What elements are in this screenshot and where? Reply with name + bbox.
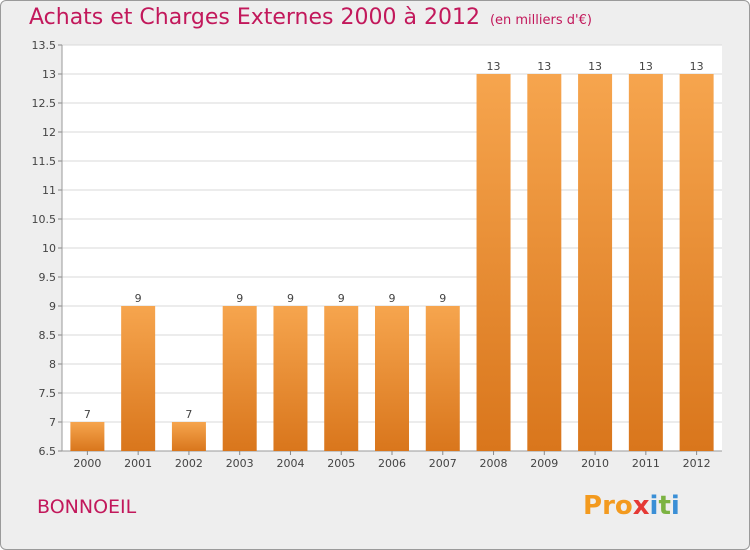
logo-letter: i bbox=[649, 491, 659, 521]
y-tick-label: 7.5 bbox=[39, 387, 57, 400]
y-tick-label: 13.5 bbox=[32, 39, 57, 52]
logo-letter: t bbox=[658, 491, 671, 521]
y-tick-label: 8 bbox=[49, 358, 56, 371]
place-name: BONNOEIL bbox=[37, 496, 137, 518]
x-tick-label: 2003 bbox=[226, 457, 254, 470]
bar-2000 bbox=[70, 422, 105, 451]
x-tick-label: 2007 bbox=[429, 457, 457, 470]
data-label-2005: 9 bbox=[338, 292, 345, 305]
chart-title: Achats et Charges Externes 2000 à 2012 (e… bbox=[29, 5, 592, 30]
data-label-2007: 9 bbox=[439, 292, 446, 305]
y-tick-label: 9.5 bbox=[39, 271, 57, 284]
data-label-2004: 9 bbox=[287, 292, 294, 305]
chart-subtitle: (en milliers d'€) bbox=[489, 13, 592, 28]
y-tick-label: 12 bbox=[42, 126, 56, 139]
bar-2002 bbox=[171, 422, 206, 451]
bar-2001 bbox=[121, 306, 156, 451]
x-tick-label: 2004 bbox=[276, 457, 304, 470]
x-tick-label: 2000 bbox=[73, 457, 101, 470]
logo-letter: x bbox=[632, 491, 650, 521]
logo-letter: P bbox=[583, 491, 603, 521]
data-label-2009: 13 bbox=[537, 60, 551, 73]
data-label-2010: 13 bbox=[588, 60, 602, 73]
y-tick-label: 10.5 bbox=[32, 213, 57, 226]
y-tick-label: 12.5 bbox=[32, 97, 57, 110]
x-tick-label: 2006 bbox=[378, 457, 406, 470]
logo-letter: i bbox=[670, 491, 680, 521]
logo-letter: o bbox=[614, 491, 633, 521]
data-label-2011: 13 bbox=[639, 60, 653, 73]
x-tick-label: 2009 bbox=[530, 457, 558, 470]
bar-2012 bbox=[679, 74, 714, 451]
logo-letter: r bbox=[602, 491, 615, 521]
proxiti-logo[interactable]: Proxiti bbox=[583, 491, 680, 521]
data-label-2001: 9 bbox=[135, 292, 142, 305]
bar-2007 bbox=[425, 306, 460, 451]
bar-2009 bbox=[527, 74, 562, 451]
x-tick-label: 2005 bbox=[327, 457, 355, 470]
x-tick-label: 2001 bbox=[124, 457, 152, 470]
bar-2003 bbox=[222, 306, 257, 451]
bar-2010 bbox=[578, 74, 613, 451]
y-tick-label: 10 bbox=[42, 242, 56, 255]
data-label-2006: 9 bbox=[389, 292, 396, 305]
bar-2005 bbox=[324, 306, 359, 451]
y-tick-label: 7 bbox=[49, 416, 56, 429]
y-tick-label: 11.5 bbox=[32, 155, 57, 168]
data-label-2000: 7 bbox=[84, 408, 91, 421]
data-label-2003: 9 bbox=[236, 292, 243, 305]
data-label-2012: 13 bbox=[690, 60, 704, 73]
y-tick-label: 11 bbox=[42, 184, 56, 197]
y-tick-label: 13 bbox=[42, 68, 56, 81]
bar-2006 bbox=[375, 306, 409, 451]
chart-title-text: Achats et Charges Externes 2000 à 2012 bbox=[29, 5, 480, 30]
y-tick-label: 9 bbox=[49, 300, 56, 313]
x-tick-label: 2010 bbox=[581, 457, 609, 470]
y-tick-label: 8.5 bbox=[39, 329, 57, 342]
data-label-2008: 13 bbox=[487, 60, 501, 73]
data-label-2002: 7 bbox=[185, 408, 192, 421]
bar-2008 bbox=[476, 74, 511, 451]
x-tick-label: 2012 bbox=[683, 457, 711, 470]
x-tick-label: 2011 bbox=[632, 457, 660, 470]
x-tick-label: 2008 bbox=[480, 457, 508, 470]
bar-2004 bbox=[273, 306, 308, 451]
x-tick-label: 2002 bbox=[175, 457, 203, 470]
y-tick-label: 6.5 bbox=[39, 445, 57, 458]
bar-2011 bbox=[628, 74, 663, 451]
